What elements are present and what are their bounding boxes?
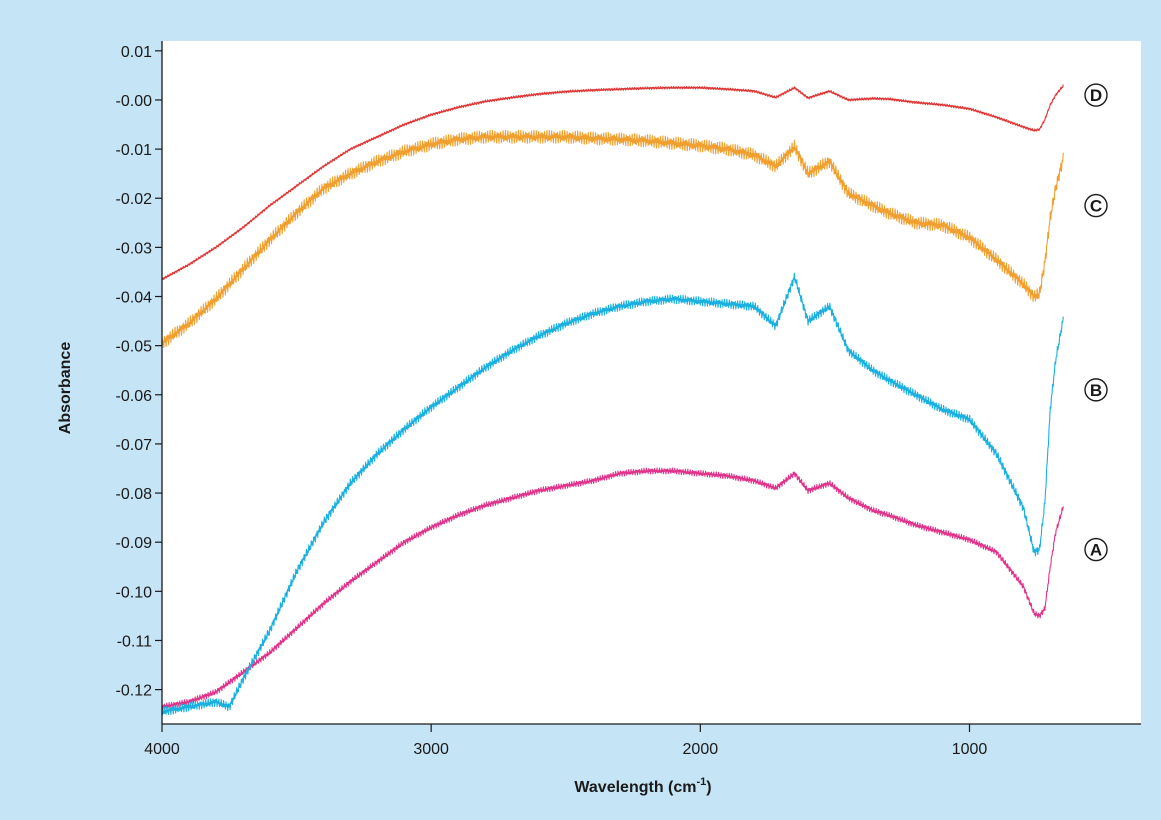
x-tick-label: 4000 [144,741,180,758]
series-marker-C: C [1084,193,1108,218]
y-tick-label: -0.04 [116,290,153,307]
marker-circle [1084,378,1108,402]
y-tick-label: -0.12 [116,683,153,700]
y-tick-label: -0.08 [116,486,153,503]
marker-circle [1084,537,1108,562]
marker-circle [1084,83,1108,107]
series-A [161,467,1064,711]
x-axis-title-close: ) [706,779,711,796]
series-C-line [161,129,1064,349]
chart-svg: 0.01 -0.00 -0.01 -0.02 -0.03 -0.04 -0.05 -0.06 -… [57,41,1141,796]
y-tick-label: -0.02 [116,191,153,208]
marker-letter: D [1090,86,1102,105]
y-tick-label: -0.09 [116,535,153,552]
series-layer [161,84,1064,716]
figure: 0.01 -0.00 -0.01 -0.02 -0.03 -0.04 -0.05 -0.06 -… [10,10,1151,810]
series-C [161,129,1064,349]
y-tick-label: -0.10 [116,584,153,601]
x-axis-title: Wavelength (cm-1) [574,776,711,796]
marker-layer: A B C D [1084,83,1108,562]
axes-layer: 0.01 -0.00 -0.01 -0.02 -0.03 -0.04 -0.05 -0.06 -… [116,41,1141,758]
marker-letter: B [1090,381,1102,400]
x-axis-title-main: Wavelength (cm [574,779,696,796]
series-B [161,272,1064,716]
series-marker-B: B [1084,378,1108,402]
y-tick-label: -0.07 [116,437,153,454]
y-axis-title: Absorbance [57,342,74,435]
series-marker-A: A [1084,537,1108,562]
y-tick-label: -0.01 [116,142,153,159]
series-marker-D: D [1084,83,1108,107]
x-tick-label: 3000 [413,741,449,758]
series-A-line [161,467,1064,711]
plot-area [162,41,1141,724]
marker-letter: A [1090,541,1102,560]
y-tick-label: -0.03 [116,240,153,257]
x-tick-label: 2000 [683,741,719,758]
y-tick-label: -0.05 [116,339,153,356]
x-tick-label: 1000 [952,741,988,758]
series-D-line [161,84,1064,281]
y-tick-label: -0.06 [116,388,153,405]
marker-letter: C [1090,197,1102,216]
series-B-line [161,272,1064,716]
y-tick-label: -0.11 [117,633,152,650]
y-tick-label: 0.01 [121,44,152,61]
x-axis-title-sup: -1 [696,776,706,788]
y-tick-label: -0.00 [116,93,153,110]
series-D [161,84,1064,281]
marker-circle [1084,193,1108,218]
